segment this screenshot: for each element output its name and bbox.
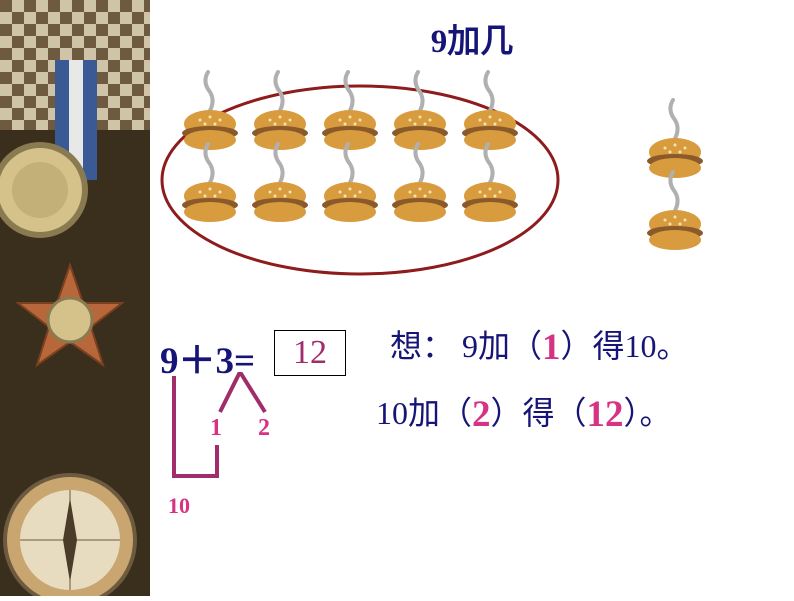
- think-prefix: 想：: [390, 328, 454, 364]
- burger-icon: [180, 162, 240, 232]
- split-left-num: 1: [210, 415, 222, 442]
- burger-icon: [320, 162, 380, 232]
- burger-illustration: [150, 60, 794, 260]
- bracket-bottom: [172, 474, 219, 478]
- burger-icon: [645, 190, 705, 260]
- burger-icon: [390, 162, 450, 232]
- sidebar-art: [0, 0, 150, 596]
- bracket-left: [172, 376, 176, 476]
- think-l2-c: ）。: [624, 395, 672, 431]
- burger-icon: [460, 162, 520, 232]
- equation-diagram: 9＋3= 12 1 2 10: [160, 330, 400, 550]
- bracket-right: [215, 445, 219, 476]
- burger-icon: [250, 162, 310, 232]
- think-l1-a: 9加（: [462, 328, 542, 364]
- think-l2-b: ）得（: [491, 395, 587, 431]
- think-l1-fill: 1: [542, 327, 561, 368]
- decorative-sidebar: [0, 0, 150, 596]
- think-l2-a: 10加（: [376, 395, 472, 431]
- think-line-2: 10加（2）得（12）。: [376, 382, 790, 449]
- split-lines: [210, 372, 290, 417]
- think-line-1: 想： 9加（1）得10。: [390, 315, 790, 382]
- think-l2-fill2: 12: [587, 394, 624, 435]
- main-content: 9加几: [150, 0, 794, 596]
- think-l2-fill1: 2: [472, 394, 491, 435]
- thinking-explanation: 想： 9加（1）得10。 10加（2）得（12）。: [390, 315, 790, 448]
- split-right-num: 2: [258, 415, 270, 442]
- equation-result: 12: [274, 330, 346, 376]
- think-l1-b: ）得10。: [561, 328, 689, 364]
- ten-label: 10: [168, 493, 190, 519]
- page-title: 9加几: [150, 14, 794, 62]
